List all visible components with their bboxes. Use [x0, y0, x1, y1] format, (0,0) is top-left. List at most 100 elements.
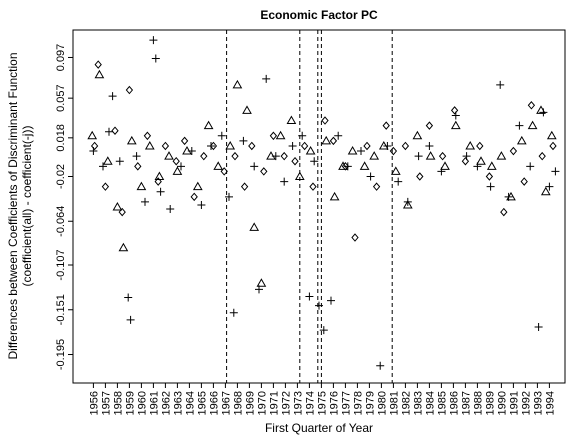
x-tick-label: 1977 — [340, 391, 352, 415]
x-tick-label: 1982 — [400, 391, 412, 415]
point — [90, 141, 99, 151]
point — [376, 361, 385, 370]
x-tick-label: 1966 — [208, 391, 220, 415]
x-tick-label: 1970 — [256, 391, 268, 415]
x-tick-label: 1971 — [268, 391, 280, 415]
point — [101, 182, 110, 191]
x-tick-label: 1974 — [304, 391, 316, 415]
point — [154, 171, 165, 180]
point — [486, 182, 495, 191]
point — [229, 308, 238, 317]
point — [111, 126, 119, 135]
point — [118, 242, 129, 252]
point — [192, 181, 203, 191]
point — [286, 115, 297, 125]
point — [461, 156, 470, 166]
point — [536, 105, 546, 114]
point — [132, 152, 141, 161]
x-tick-label: 1967 — [220, 391, 232, 415]
point — [515, 121, 524, 130]
x-tick-label: 1969 — [244, 391, 256, 415]
point — [200, 151, 208, 161]
point — [154, 177, 162, 186]
point — [315, 301, 323, 310]
point — [269, 131, 278, 141]
point — [220, 167, 228, 176]
point — [172, 156, 180, 166]
point — [288, 141, 297, 150]
point — [126, 135, 137, 145]
point — [275, 130, 286, 140]
point — [231, 151, 239, 161]
point — [172, 166, 183, 175]
y-tick-label: 0.057 — [55, 84, 67, 112]
point — [425, 121, 434, 130]
y-axis-label: Differences between Coefficients of Disc… — [6, 52, 20, 359]
point — [549, 141, 557, 151]
point — [298, 131, 307, 140]
point — [151, 54, 160, 63]
x-tick-label: 1987 — [460, 391, 472, 415]
point — [161, 141, 170, 151]
y-tick-label: 0.018 — [55, 124, 67, 152]
point — [134, 162, 142, 171]
point — [526, 162, 535, 171]
point — [516, 135, 527, 145]
x-tick-label: 1960 — [136, 391, 148, 415]
y-tick-label: -0.02 — [55, 164, 67, 189]
point — [99, 162, 107, 171]
x-tick-label: 1990 — [496, 391, 508, 415]
x-tick-label: 1984 — [424, 391, 436, 415]
point — [372, 182, 381, 191]
point — [280, 151, 288, 161]
x-tick-label: 1978 — [352, 391, 364, 415]
point — [486, 161, 497, 170]
point — [327, 296, 335, 305]
point — [136, 181, 147, 191]
x-tick-label: 1964 — [184, 391, 196, 415]
point — [141, 197, 149, 206]
point — [177, 162, 185, 171]
point — [250, 162, 259, 171]
point — [351, 233, 359, 242]
point — [540, 186, 551, 196]
point — [357, 147, 365, 156]
point — [496, 80, 505, 89]
point — [382, 121, 390, 130]
point — [412, 130, 423, 140]
x-tick-label: 1963 — [172, 391, 184, 415]
x-tick-label: 1992 — [520, 391, 532, 415]
point — [520, 177, 528, 186]
point — [450, 106, 459, 115]
point — [347, 146, 358, 155]
point — [156, 187, 165, 196]
x-tick-label: 1980 — [376, 391, 388, 415]
point — [240, 182, 249, 191]
point — [500, 207, 508, 217]
point — [164, 151, 174, 160]
x-tick-label: 1994 — [544, 391, 556, 415]
point — [166, 205, 175, 214]
point — [294, 171, 305, 180]
point — [527, 120, 538, 130]
point — [291, 156, 299, 166]
point — [182, 146, 192, 155]
x-tick-label: 1993 — [532, 391, 544, 415]
point — [310, 157, 319, 166]
point — [280, 177, 289, 186]
point — [359, 161, 370, 170]
x-tick-label: 1989 — [484, 391, 496, 415]
x-tick-label: 1962 — [160, 391, 172, 415]
point — [125, 85, 134, 95]
point — [124, 293, 133, 302]
point — [538, 151, 546, 161]
point — [309, 182, 317, 191]
x-tick-label: 1985 — [436, 391, 448, 415]
point — [262, 74, 271, 83]
y-tick-label: 0.097 — [55, 44, 67, 72]
point — [232, 79, 243, 89]
point — [217, 131, 226, 140]
y-tick-label: -0.107 — [55, 249, 67, 280]
point — [401, 141, 410, 151]
point — [378, 140, 389, 150]
